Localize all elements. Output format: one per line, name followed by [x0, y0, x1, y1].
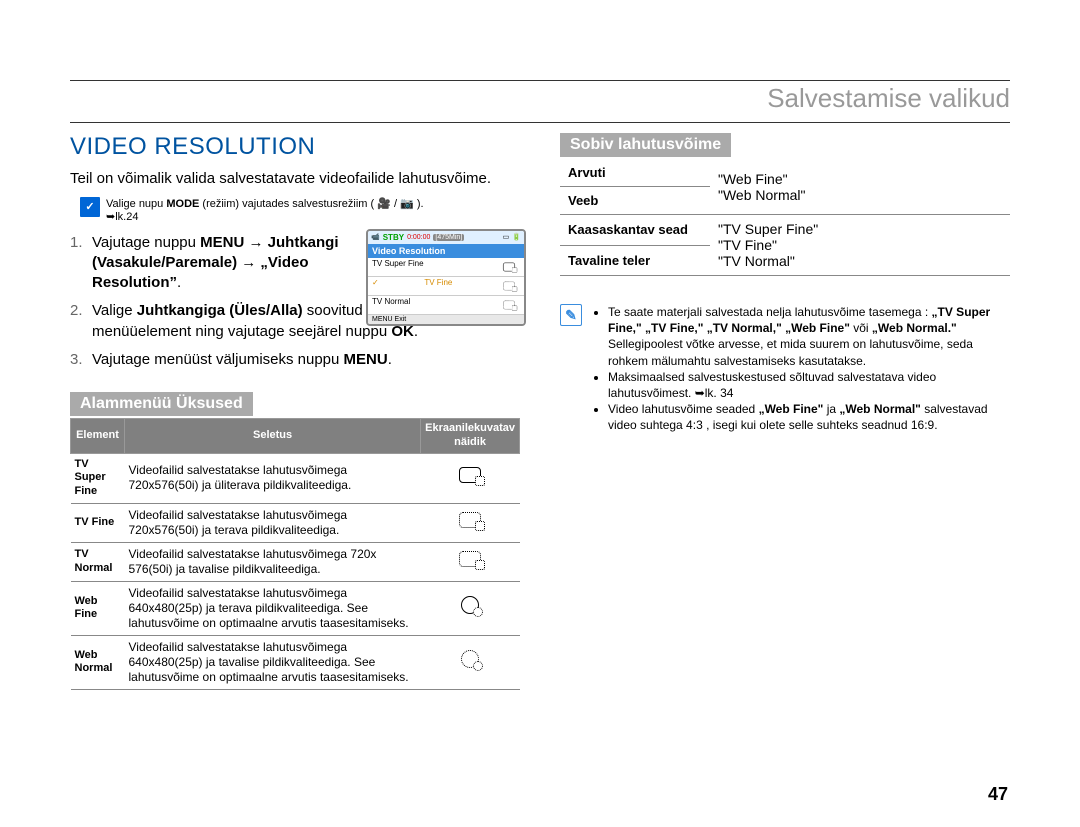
screen-opt-1: TV Super Fine — [368, 258, 524, 277]
mode-note-text: Valige nupu — [106, 198, 166, 210]
info-icon: ✎ — [560, 304, 582, 326]
chapter-title: Salvestamise valikud — [70, 83, 1010, 123]
mode-note-text2: (režiim) vajutades salvestusrežiim ( — [199, 198, 374, 210]
table-row: TV Fine Videofailid salvestatakse lahutu… — [71, 503, 520, 542]
card-icon: ▭ — [503, 233, 510, 241]
tv-f-icon — [459, 512, 481, 528]
table-row: Arvuti "Web Fine" "Web Normal" — [560, 159, 1010, 187]
screen-menu-title: Video Resolution — [368, 244, 524, 258]
col-element: Element — [71, 419, 125, 454]
mode-note-page: ➥lk.24 — [106, 211, 138, 223]
page-number: 47 — [988, 784, 1008, 805]
resolution-table: Arvuti "Web Fine" "Web Normal" Veeb Kaas… — [560, 159, 1010, 276]
tv-n-icon — [459, 551, 481, 567]
info-note: ✎ Te saate materjali salvestada nelja la… — [560, 304, 1010, 434]
check-icon: ✓ — [80, 197, 100, 217]
step-3: Vajutage menüüst väljumiseks nuppu MENU. — [70, 350, 520, 370]
col-description: Seletus — [125, 419, 421, 454]
table-row: TV Super Fine Videofailid salvestatakse … — [71, 453, 520, 503]
col-icon: Ekraanilekuvatav näidik — [421, 419, 520, 454]
screen-opt-2: TV Fine — [368, 277, 524, 296]
duration: [475Min] — [433, 234, 464, 241]
intro-text: Teil on võimalik valida salvestatavate v… — [70, 169, 520, 189]
res-web-values: "Web Fine" "Web Normal" — [710, 159, 1010, 215]
subhead-left: Alammenüü Üksused — [70, 392, 253, 416]
res-tv-values: "TV Super Fine" "TV Fine" "TV Normal" — [710, 215, 1010, 276]
info-bullet-3: Video lahutusvõime seaded „Web Fine" ja … — [608, 401, 1010, 433]
device-screenshot: 📹 STBY 0:00:00 [475Min] ▭ 🔋 Video Resolu… — [366, 229, 526, 326]
table-row: Kaasaskantav sead "TV Super Fine" "TV Fi… — [560, 215, 1010, 246]
screen-opt-3: TV Normal — [368, 296, 524, 315]
section-heading: VIDEO RESOLUTION — [70, 133, 520, 161]
info-bullet-2: Maksimaalsed salvestuskestused sõltuvad … — [608, 369, 1010, 401]
stby-label: STBY — [383, 233, 404, 242]
web-n-icon — [461, 650, 479, 668]
table-row: TV Normal Videofailid salvestatakse lahu… — [71, 542, 520, 581]
battery-icon: 🔋 — [512, 233, 521, 241]
video-mode-icon: 🎥 — [377, 198, 391, 210]
table-row: Web Fine Videofailid salvestatakse lahut… — [71, 581, 520, 635]
rec-indicator-icon: 📹 — [371, 233, 380, 241]
timecode: 0:00:00 — [407, 234, 430, 241]
screen-exit: MENU Exit — [368, 315, 524, 324]
mode-note: ✓ Valige nupu MODE (režiim) vajutades sa… — [80, 197, 520, 223]
items-table: Element Seletus Ekraanilekuvatav näidik … — [70, 418, 520, 690]
subhead-right: Sobiv lahutusvõime — [560, 133, 731, 157]
web-f-icon — [461, 596, 479, 614]
table-row: Web Normal Videofailid salvestatakse lah… — [71, 635, 520, 689]
photo-mode-icon: 📷 — [400, 198, 414, 210]
tv-sf-icon — [459, 467, 481, 483]
mode-note-text3: ). — [417, 198, 424, 210]
mode-note-bold: MODE — [166, 198, 199, 210]
info-bullet-1: Te saate materjali salvestada nelja lahu… — [608, 304, 1010, 369]
